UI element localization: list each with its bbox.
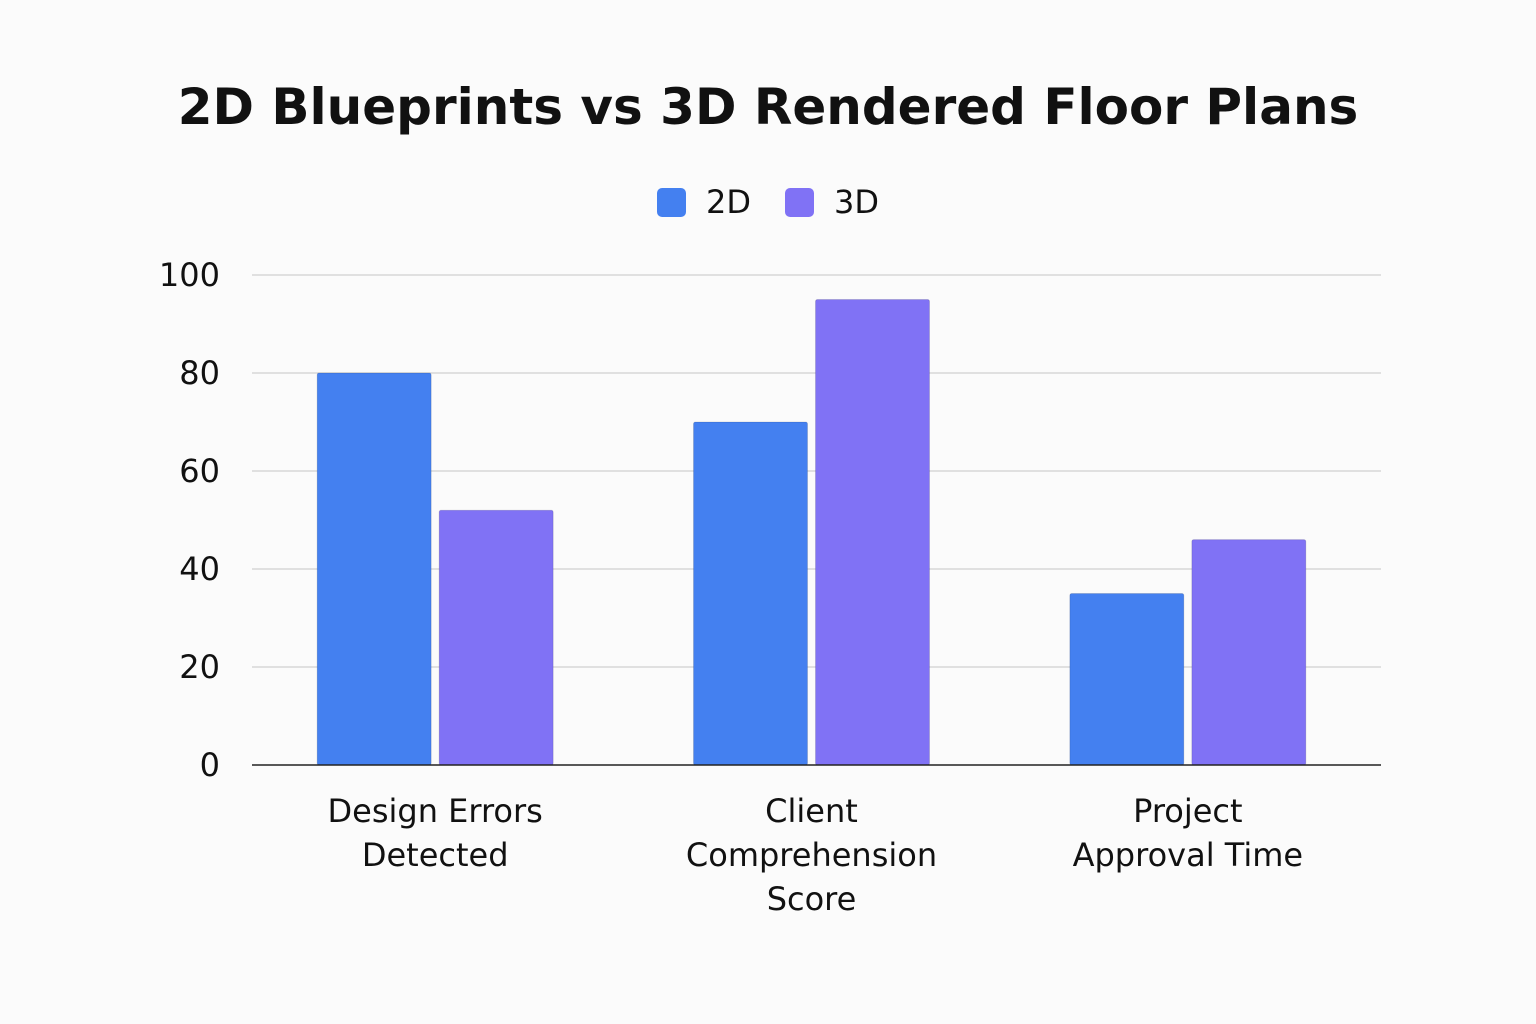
bar-3d-0 [438,509,554,766]
bar-2d-1 [693,421,808,766]
y-tick-label: 20 [179,648,220,686]
y-tick-label: 0 [200,746,220,784]
y-tick-label: 60 [179,452,220,490]
legend-label-2d: 2D [706,183,751,221]
x-tick-label: Project Approval Time [1073,792,1303,874]
chart-title: 2D Blueprints vs 3D Rendered Floor Plans [177,78,1359,136]
bar-3d-1 [815,299,930,766]
legend-item-3d: 3D [785,183,879,221]
y-tick-label: 40 [179,550,220,588]
x-tick-label: Design Errors Detected [328,792,543,874]
y-tick-label: 80 [179,354,220,392]
x-tick-label-line: Design Errors [328,792,543,830]
legend-swatch-3d [785,187,814,217]
x-tick-label-line: Client [765,792,858,830]
x-tick-label-line: Detected [362,836,509,874]
x-tick-label-line: Comprehension [686,836,937,874]
bar-3d-2 [1191,539,1307,766]
legend: 2D 3D [0,183,1536,221]
bar-2d-2 [1069,593,1185,766]
x-tick-label-line: Approval Time [1073,836,1303,874]
x-tick-label-line: Project [1133,792,1242,830]
legend-item-2d: 2D [657,183,751,221]
x-tick-label-line: Score [767,880,857,918]
y-tick-label: 100 [159,256,220,294]
legend-label-3d: 3D [834,183,879,221]
x-tick-label: Client Comprehension Score [686,792,937,918]
bar-2d-0 [316,372,432,766]
legend-swatch-2d [657,187,686,217]
